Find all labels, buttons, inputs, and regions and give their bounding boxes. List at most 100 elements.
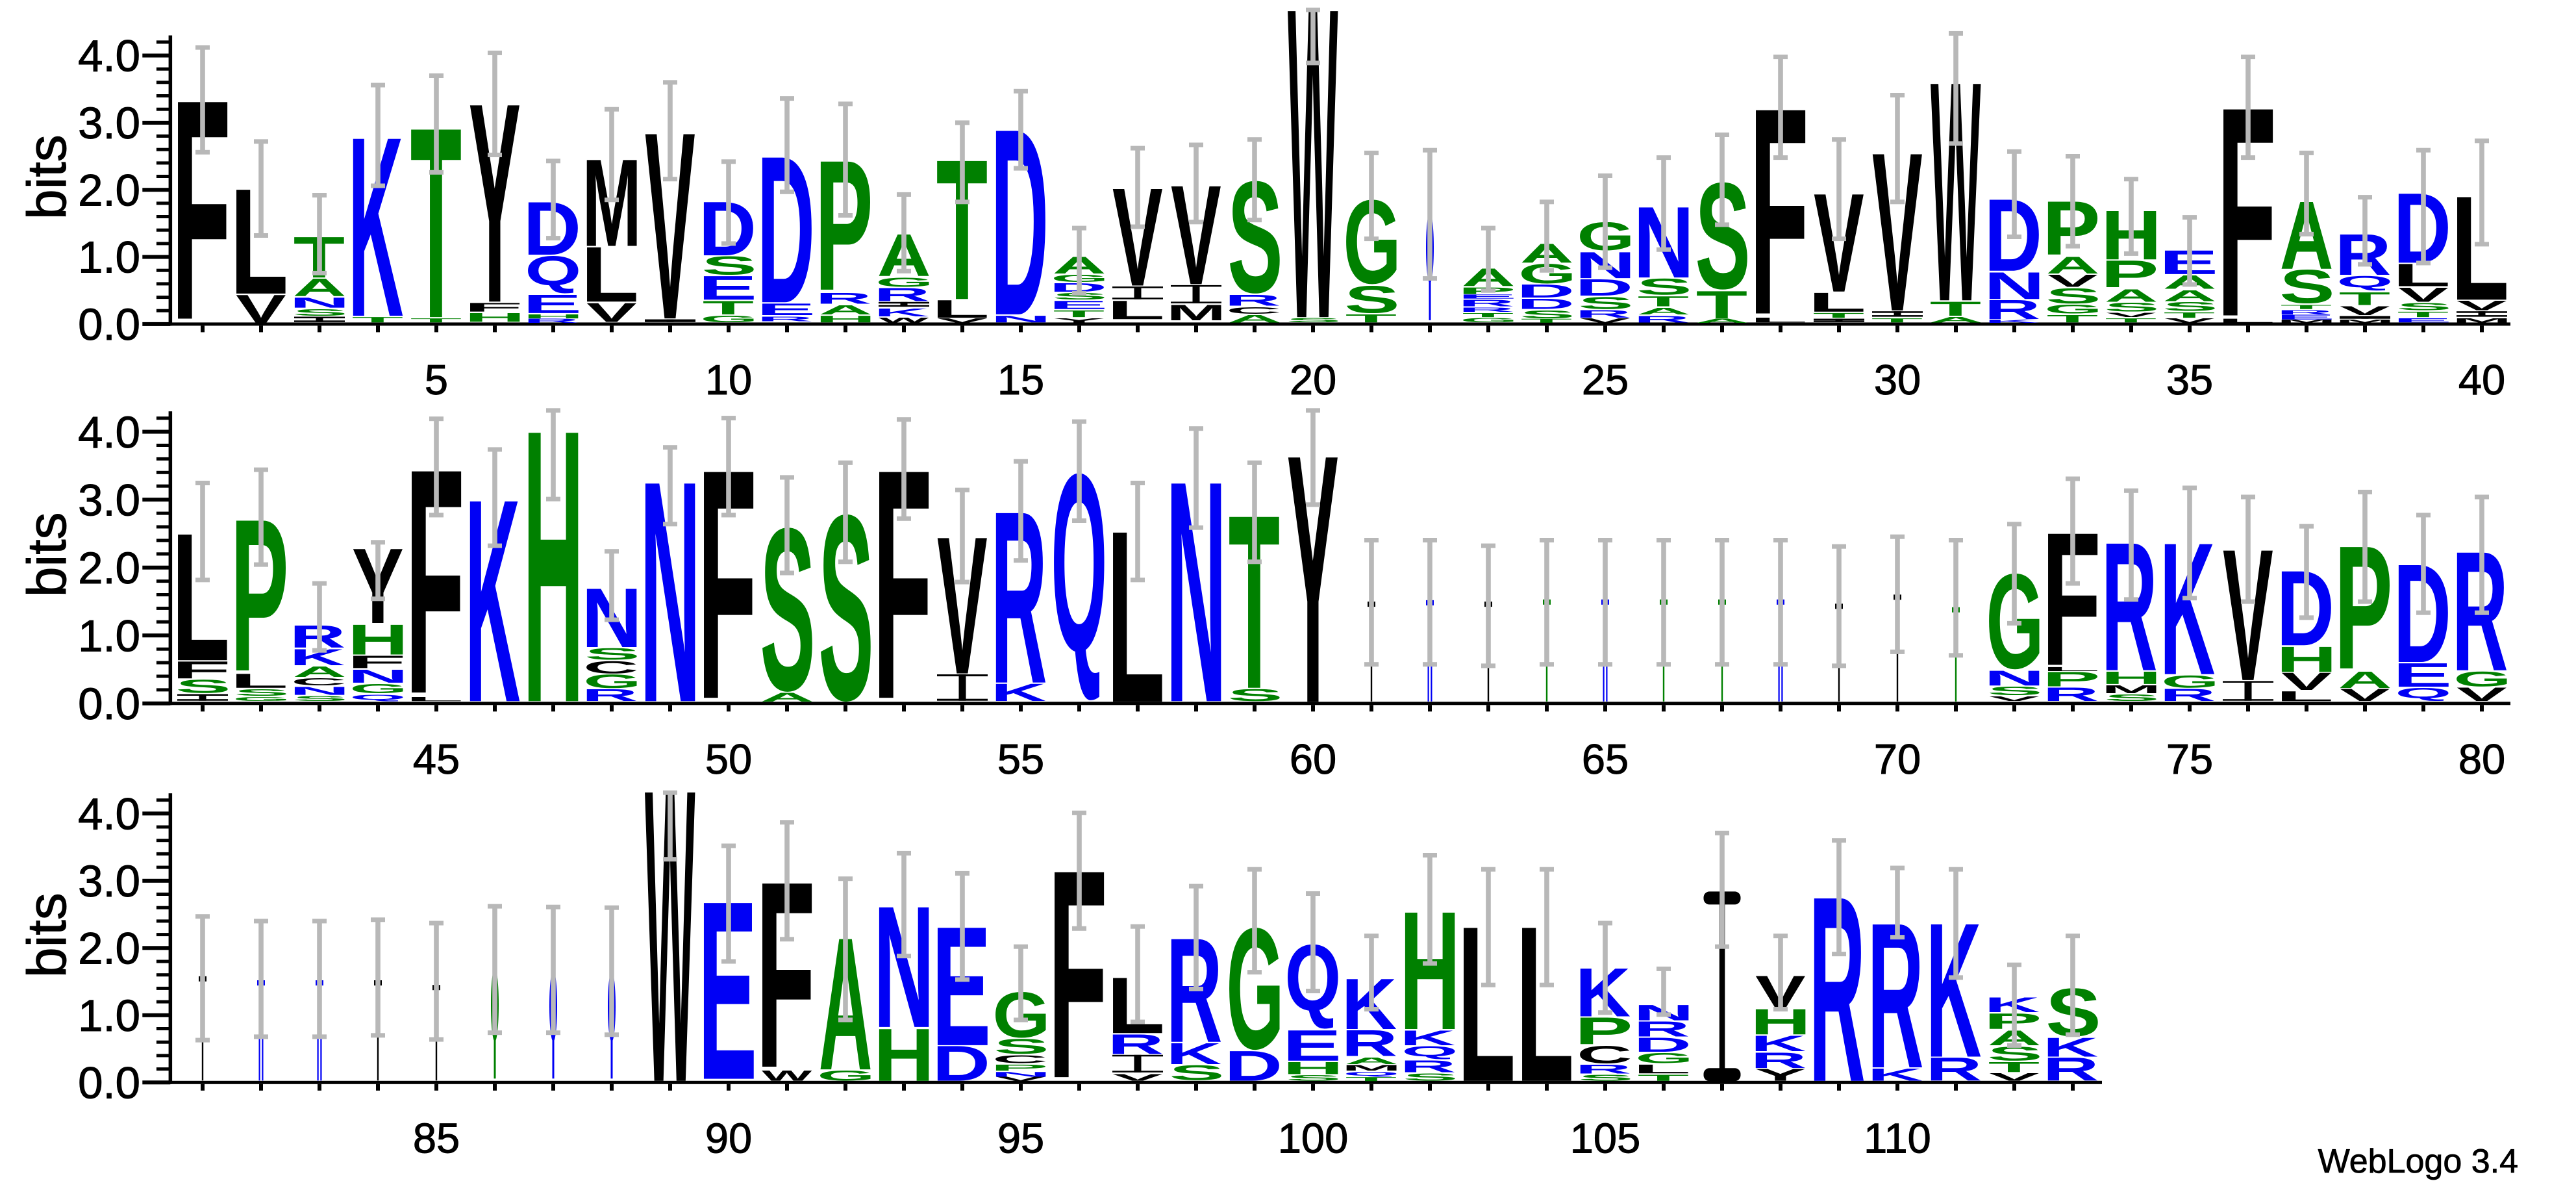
svg-text:P: P [1575, 1010, 1633, 1052]
svg-text:A: A [1637, 306, 1691, 317]
svg-text:R: R [1225, 292, 1281, 309]
svg-text:R: R [523, 318, 580, 324]
svg-text:G: G [2044, 303, 2102, 316]
svg-text:W: W [879, 316, 930, 324]
svg-text:80: 80 [2458, 735, 2505, 783]
svg-text:S: S [2396, 301, 2451, 312]
svg-text:L: L [931, 295, 990, 324]
svg-text:S: S [1987, 685, 2042, 698]
svg-text:S: S [292, 307, 347, 318]
svg-text:V: V [2281, 668, 2332, 696]
svg-text:W: W [1288, 0, 1338, 412]
svg-text:3.0: 3.0 [78, 475, 140, 525]
svg-text:Q: Q [525, 248, 582, 294]
svg-text:L: L [1632, 1062, 1691, 1076]
svg-text:1.0: 1.0 [78, 611, 140, 661]
svg-text:T: T [1462, 312, 1514, 318]
svg-text:10: 10 [705, 356, 752, 403]
svg-text:F: F [464, 300, 523, 314]
svg-text:V: V [2340, 685, 2390, 704]
svg-text:V: V [1989, 1071, 2040, 1084]
svg-text:2.0: 2.0 [78, 165, 140, 215]
svg-text:C: C [992, 1053, 1047, 1066]
svg-text:K: K [874, 306, 929, 319]
svg-text:S: S [2045, 284, 2101, 309]
svg-text:E: E [2393, 656, 2452, 694]
svg-text:V: V [995, 1076, 1046, 1082]
svg-text:S: S [2279, 261, 2334, 314]
svg-text:K: K [1868, 1065, 1923, 1085]
svg-text:V: V [2164, 316, 2215, 324]
svg-text:E: E [698, 269, 757, 307]
svg-text:60: 60 [1290, 735, 1336, 783]
svg-text:R: R [1926, 1051, 1982, 1088]
svg-text:N: N [1984, 667, 2045, 691]
svg-text:Q: Q [1402, 1044, 1458, 1060]
svg-text:L: L [2042, 666, 2100, 672]
svg-text:S: S [1578, 1073, 1633, 1083]
svg-text:S: S [175, 676, 231, 697]
svg-text:C: C [1577, 1041, 1632, 1068]
svg-text:N: N [289, 685, 350, 698]
svg-text:V: V [586, 297, 637, 327]
svg-text:L: L [1107, 295, 1165, 324]
svg-text:S: S [1344, 278, 1399, 321]
svg-text:K: K [1984, 318, 2040, 324]
svg-text:P: P [2042, 668, 2101, 691]
svg-text:L: L [1749, 316, 1808, 324]
svg-text:R: R [2043, 684, 2099, 705]
svg-text:T: T [1345, 1076, 1397, 1082]
svg-text:bits: bits [16, 134, 77, 220]
svg-text:N: N [347, 666, 408, 687]
svg-text:P: P [990, 1063, 1049, 1073]
svg-text:K: K [1751, 1032, 1806, 1056]
svg-text:E: E [1458, 293, 1517, 299]
svg-text:T: T [2164, 311, 2215, 319]
svg-text:M: M [2277, 318, 2336, 324]
svg-text:90: 90 [705, 1114, 752, 1162]
svg-text:H: H [523, 313, 584, 320]
svg-text:WebLogo 3.4: WebLogo 3.4 [2318, 1143, 2518, 1180]
svg-text:bits: bits [16, 512, 77, 597]
svg-text:T: T [2397, 310, 2449, 318]
svg-text:75: 75 [2166, 735, 2213, 783]
svg-text:D: D [1517, 296, 1575, 312]
svg-text:K: K [2043, 1032, 2098, 1062]
svg-text:bits: bits [16, 893, 77, 978]
svg-text:R: R [1634, 1017, 1690, 1041]
svg-text:C: C [291, 676, 346, 688]
svg-text:0.0: 0.0 [78, 299, 140, 349]
svg-text:95: 95 [997, 1114, 1044, 1162]
svg-text:4.0: 4.0 [78, 31, 140, 81]
svg-text:4.0: 4.0 [78, 407, 140, 457]
svg-text:G: G [1460, 317, 1518, 324]
svg-text:D: D [1517, 281, 1575, 302]
svg-text:S: S [292, 695, 347, 703]
svg-text:T: T [1053, 309, 1105, 320]
svg-text:3.0: 3.0 [78, 98, 140, 148]
svg-text:G: G [1635, 1050, 1693, 1066]
svg-text:40: 40 [2458, 356, 2505, 403]
svg-text:D: D [1575, 275, 1633, 301]
svg-text:L: L [581, 230, 639, 318]
svg-text:Q: Q [1344, 1071, 1400, 1076]
svg-text:L: L [405, 696, 464, 702]
svg-text:Y: Y [1755, 1066, 1807, 1085]
svg-text:S: S [701, 251, 757, 280]
svg-text:G: G [700, 314, 758, 324]
svg-text:V: V [2047, 271, 2098, 290]
svg-text:L: L [2275, 689, 2334, 704]
svg-text:105: 105 [1570, 1114, 1640, 1162]
svg-text:S: S [1403, 1071, 1458, 1083]
svg-text:A: A [293, 274, 347, 302]
svg-text:K: K [991, 679, 1046, 706]
svg-text:G: G [2161, 672, 2219, 691]
svg-text:N: N [289, 295, 350, 311]
svg-text:D: D [1634, 1034, 1692, 1056]
svg-text:N: N [990, 314, 1051, 325]
svg-text:D: D [1225, 1042, 1282, 1090]
svg-text:R: R [1400, 1057, 1457, 1076]
svg-text:25: 25 [1582, 356, 1629, 403]
svg-text:30: 30 [1874, 356, 1921, 403]
svg-text:Q: Q [2337, 273, 2394, 291]
